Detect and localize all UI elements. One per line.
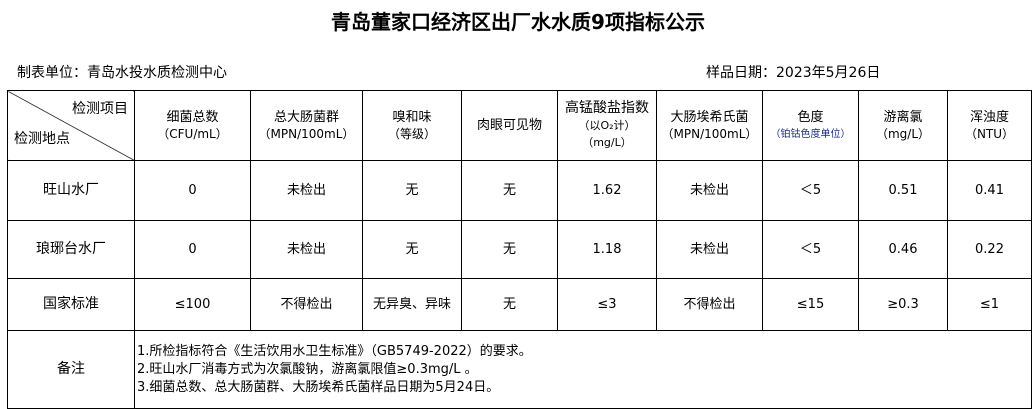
- header-cell: 色度 （铂钴色度单位）: [762, 90, 859, 161]
- notes-label: 备注: [7, 330, 135, 409]
- header-name: 嗅和味: [392, 109, 432, 125]
- value-cell: ＜5: [762, 160, 859, 221]
- value-cell: 0.22: [947, 220, 1032, 279]
- value-cell: 未检出: [656, 220, 763, 279]
- header-name: 总大肠菌群: [273, 109, 339, 125]
- value-cell: 0: [134, 220, 251, 279]
- value-cell: ≤3: [557, 278, 657, 331]
- corner-cell: 检测项目 检测地点: [7, 90, 135, 161]
- page-title: 青岛董家口经济区出厂水水质9项指标公示: [331, 10, 705, 34]
- header-unit: （NTU）: [964, 126, 1015, 141]
- header-unit: （MPN/100mL）: [258, 126, 355, 141]
- value-cell: ≤1: [947, 278, 1032, 331]
- value-cell: 无: [362, 160, 462, 221]
- header-name: 色度: [797, 109, 824, 125]
- header-unit: （CFU/mL）: [157, 126, 228, 141]
- value-cell: 0.51: [858, 160, 948, 221]
- value-cell: 不得检出: [656, 278, 763, 331]
- header-name: 游离氯: [883, 109, 923, 125]
- table-row: 旺山水厂 0 未检出无无 1.62 未检出 ＜5 0.51 0.41: [7, 160, 1032, 221]
- table-row: 国家标准 ≤100 不得检出 无异臭、异味无 ≤3 不得检出 ≤15 ≥0.3 ≤1: [7, 278, 1032, 331]
- value-cell: 无: [461, 220, 558, 279]
- site-label: 检测地点: [14, 131, 70, 147]
- header-cell: 浑浊度 （NTU）: [947, 90, 1032, 161]
- header-unit: （以O₂计）: [578, 119, 636, 132]
- note: 3.细菌总数、总大肠菌群、大肠埃希氏菌样品日期为5月24日。: [137, 380, 500, 395]
- value-cell: ＜5: [762, 220, 859, 279]
- site-cell: 旺山水厂: [7, 160, 135, 221]
- header-name: 大肠埃希氏菌: [670, 109, 749, 125]
- value-cell: 1.62: [557, 160, 657, 221]
- value-cell: 无: [461, 278, 558, 331]
- value-cell: 0: [134, 160, 251, 221]
- item-label: 检测项目: [72, 101, 128, 117]
- value-cell: 0.41: [947, 160, 1032, 221]
- value-cell: ≤100: [134, 278, 251, 331]
- header-cell: 总大肠菌群 （MPN/100mL）: [250, 90, 363, 161]
- site-cell: 琅琊台水厂: [7, 220, 135, 279]
- header-name: 肉眼可见物: [476, 118, 542, 133]
- header-cell: 高锰酸盐指数 （以O₂计） （mg/L）: [557, 90, 657, 161]
- header-cell: 细菌总数 （CFU/mL）: [134, 90, 251, 161]
- value-cell: 未检出: [250, 160, 363, 221]
- table-row: 琅琊台水厂 0 未检出无无 1.18 未检出 ＜5 0.46 0.22: [7, 220, 1032, 279]
- value-cell: 未检出: [656, 160, 763, 221]
- issuing-unit: 制表单位：青岛水投水质检测中心: [17, 65, 227, 81]
- value-cell: 无: [461, 160, 558, 221]
- header-unit: （等级）: [387, 126, 436, 141]
- water-quality-table: 检测项目 检测地点 细菌总数 （CFU/mL） 总大肠菌群 （MPN/100mL） 嗅…: [7, 90, 1032, 409]
- header-name: 浑浊度: [969, 109, 1009, 125]
- header-unit: （mg/L）: [875, 126, 931, 141]
- value-cell: 不得检出: [250, 278, 363, 331]
- value-cell: ≤15: [762, 278, 859, 331]
- header-name: 高锰酸盐指数: [565, 100, 649, 116]
- site-cell: 国家标准: [7, 278, 135, 331]
- header-cell: 大肠埃希氏菌 （MPN/100mL）: [656, 90, 763, 161]
- note: 2.旺山水厂消毒方式为次氯酸钠，游离氯限值≥0.3mg/L 。: [137, 362, 478, 377]
- value-cell: 无: [362, 220, 462, 279]
- header-cell: 嗅和味 （等级）: [362, 90, 462, 161]
- header-name: 细菌总数: [166, 109, 219, 125]
- notes-row: 备注 1.所检指标符合《生活饮用水卫生标准》（GB5749-2022）的要求。 2…: [7, 330, 1032, 409]
- value-cell: 未检出: [250, 220, 363, 279]
- header-unit: （mg/L）: [582, 136, 632, 149]
- header-unit: （MPN/100mL）: [661, 126, 758, 141]
- value-cell: 无异臭、异味: [362, 278, 462, 331]
- header-cell: 游离氯 （mg/L）: [858, 90, 948, 161]
- note: 1.所检指标符合《生活饮用水卫生标准》（GB5749-2022）的要求。: [137, 344, 532, 359]
- value-cell: 0.46: [858, 220, 948, 279]
- header-row: 检测项目 检测地点 细菌总数 （CFU/mL） 总大肠菌群 （MPN/100mL） 嗅…: [7, 90, 1032, 161]
- value-cell: 1.18: [557, 220, 657, 279]
- sample-date: 样品日期：2023年5月26日: [706, 65, 881, 81]
- header-cell: 肉眼可见物: [461, 90, 558, 161]
- header-unit: （铂钴色度单位）: [770, 128, 851, 140]
- notes-cell: 1.所检指标符合《生活饮用水卫生标准》（GB5749-2022）的要求。 2.旺山…: [134, 330, 1032, 409]
- value-cell: ≥0.3: [858, 278, 948, 331]
